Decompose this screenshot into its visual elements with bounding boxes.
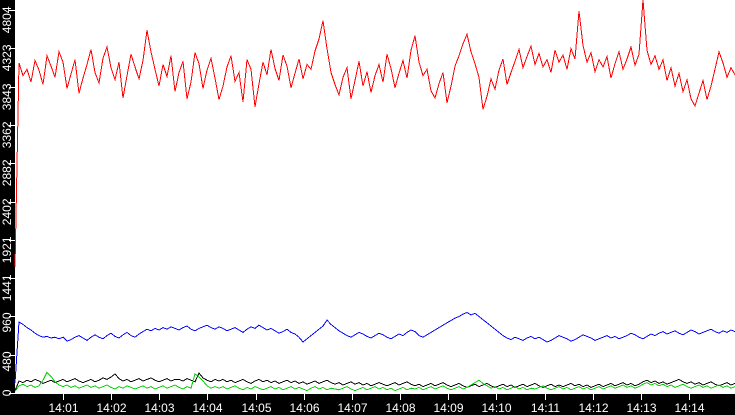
series-black-line bbox=[14, 372, 735, 391]
y-axis-tick-label: 1441 bbox=[0, 274, 14, 301]
x-axis-tick-label: 14:09 bbox=[433, 401, 463, 415]
y-axis-strip bbox=[0, 0, 15, 415]
y-axis-tick-label: 2402 bbox=[0, 198, 14, 225]
y-axis-tick-label: 0 bbox=[0, 389, 14, 396]
x-axis-tick-label: 14:01 bbox=[48, 401, 78, 415]
x-axis-tick-label: 14:13 bbox=[626, 401, 656, 415]
x-axis-tick-label: 14:14 bbox=[674, 401, 704, 415]
y-axis-tick-label: 4804 bbox=[0, 6, 14, 33]
y-axis-tick-label: 1921 bbox=[0, 236, 14, 263]
series-red-line bbox=[14, 0, 735, 268]
y-axis-tick-label: 3843 bbox=[0, 83, 14, 110]
x-axis-tick-label: 14:06 bbox=[289, 401, 319, 415]
x-axis-tick-label: 14:10 bbox=[481, 401, 511, 415]
series-green-line bbox=[14, 371, 735, 392]
y-axis-tick-label: 2882 bbox=[0, 159, 14, 186]
x-axis-tick-label: 14:02 bbox=[96, 401, 126, 415]
y-axis-tick-label: 3362 bbox=[0, 121, 14, 148]
x-axis-tick-label: 14:04 bbox=[192, 401, 222, 415]
x-axis-tick-label: 14:12 bbox=[578, 401, 608, 415]
series-blue-line bbox=[14, 311, 735, 384]
x-axis-tick-label: 14:08 bbox=[385, 401, 415, 415]
x-axis-tick-label: 14:03 bbox=[144, 401, 174, 415]
x-axis-tick-label: 14:05 bbox=[241, 401, 271, 415]
y-axis-tick-label: 960 bbox=[0, 312, 14, 332]
y-axis-tick-label: 4323 bbox=[0, 44, 14, 71]
y-axis-tick-label: 480 bbox=[0, 351, 14, 371]
x-axis-tick-label: 14:07 bbox=[337, 401, 367, 415]
x-axis-strip bbox=[0, 394, 735, 415]
x-axis-tick-label: 14:11 bbox=[531, 401, 560, 415]
